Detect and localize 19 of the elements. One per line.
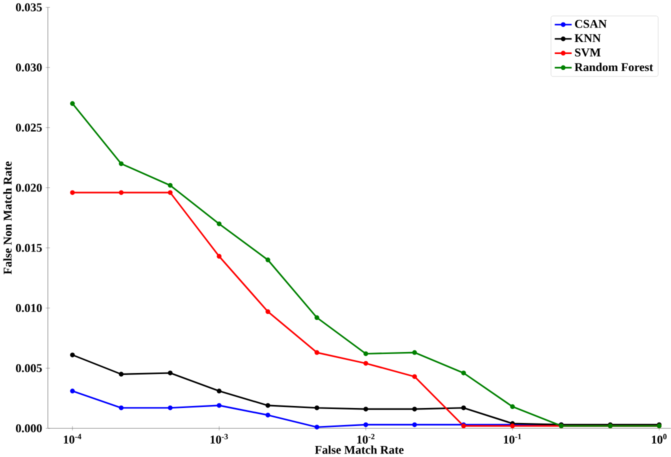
legend-label: SVM <box>575 48 601 56</box>
y-tick-label: 0.000 <box>16 424 42 432</box>
y-axis-title: False Non Match Rate <box>3 161 12 274</box>
x-tick-label: 10$^{-1}$ <box>504 434 522 444</box>
legend-label: KNN <box>574 34 601 42</box>
x-tick-label: 10$^{-2}$ <box>357 434 374 444</box>
legend-label: Random Forest <box>574 62 654 72</box>
x-tick-label: 10$^{0}$ <box>652 434 667 444</box>
y-tick-label: 0.025 <box>16 124 42 132</box>
legend-label: CSAN <box>575 20 607 28</box>
x-axis-title: False Match Rate <box>314 445 404 454</box>
y-tick-label: 0.005 <box>16 364 42 372</box>
y-tick-label: 0.010 <box>16 304 42 312</box>
y-tick-label: 0.015 <box>16 244 42 252</box>
x-tick-label: 10$^{-4}$ <box>64 434 82 444</box>
y-tick-label: 0.035 <box>16 3 42 12</box>
y-tick-label: 0.030 <box>16 63 42 72</box>
y-tick-label: 0.020 <box>16 184 42 192</box>
x-tick-label: 10$^{-3}$ <box>210 434 228 444</box>
